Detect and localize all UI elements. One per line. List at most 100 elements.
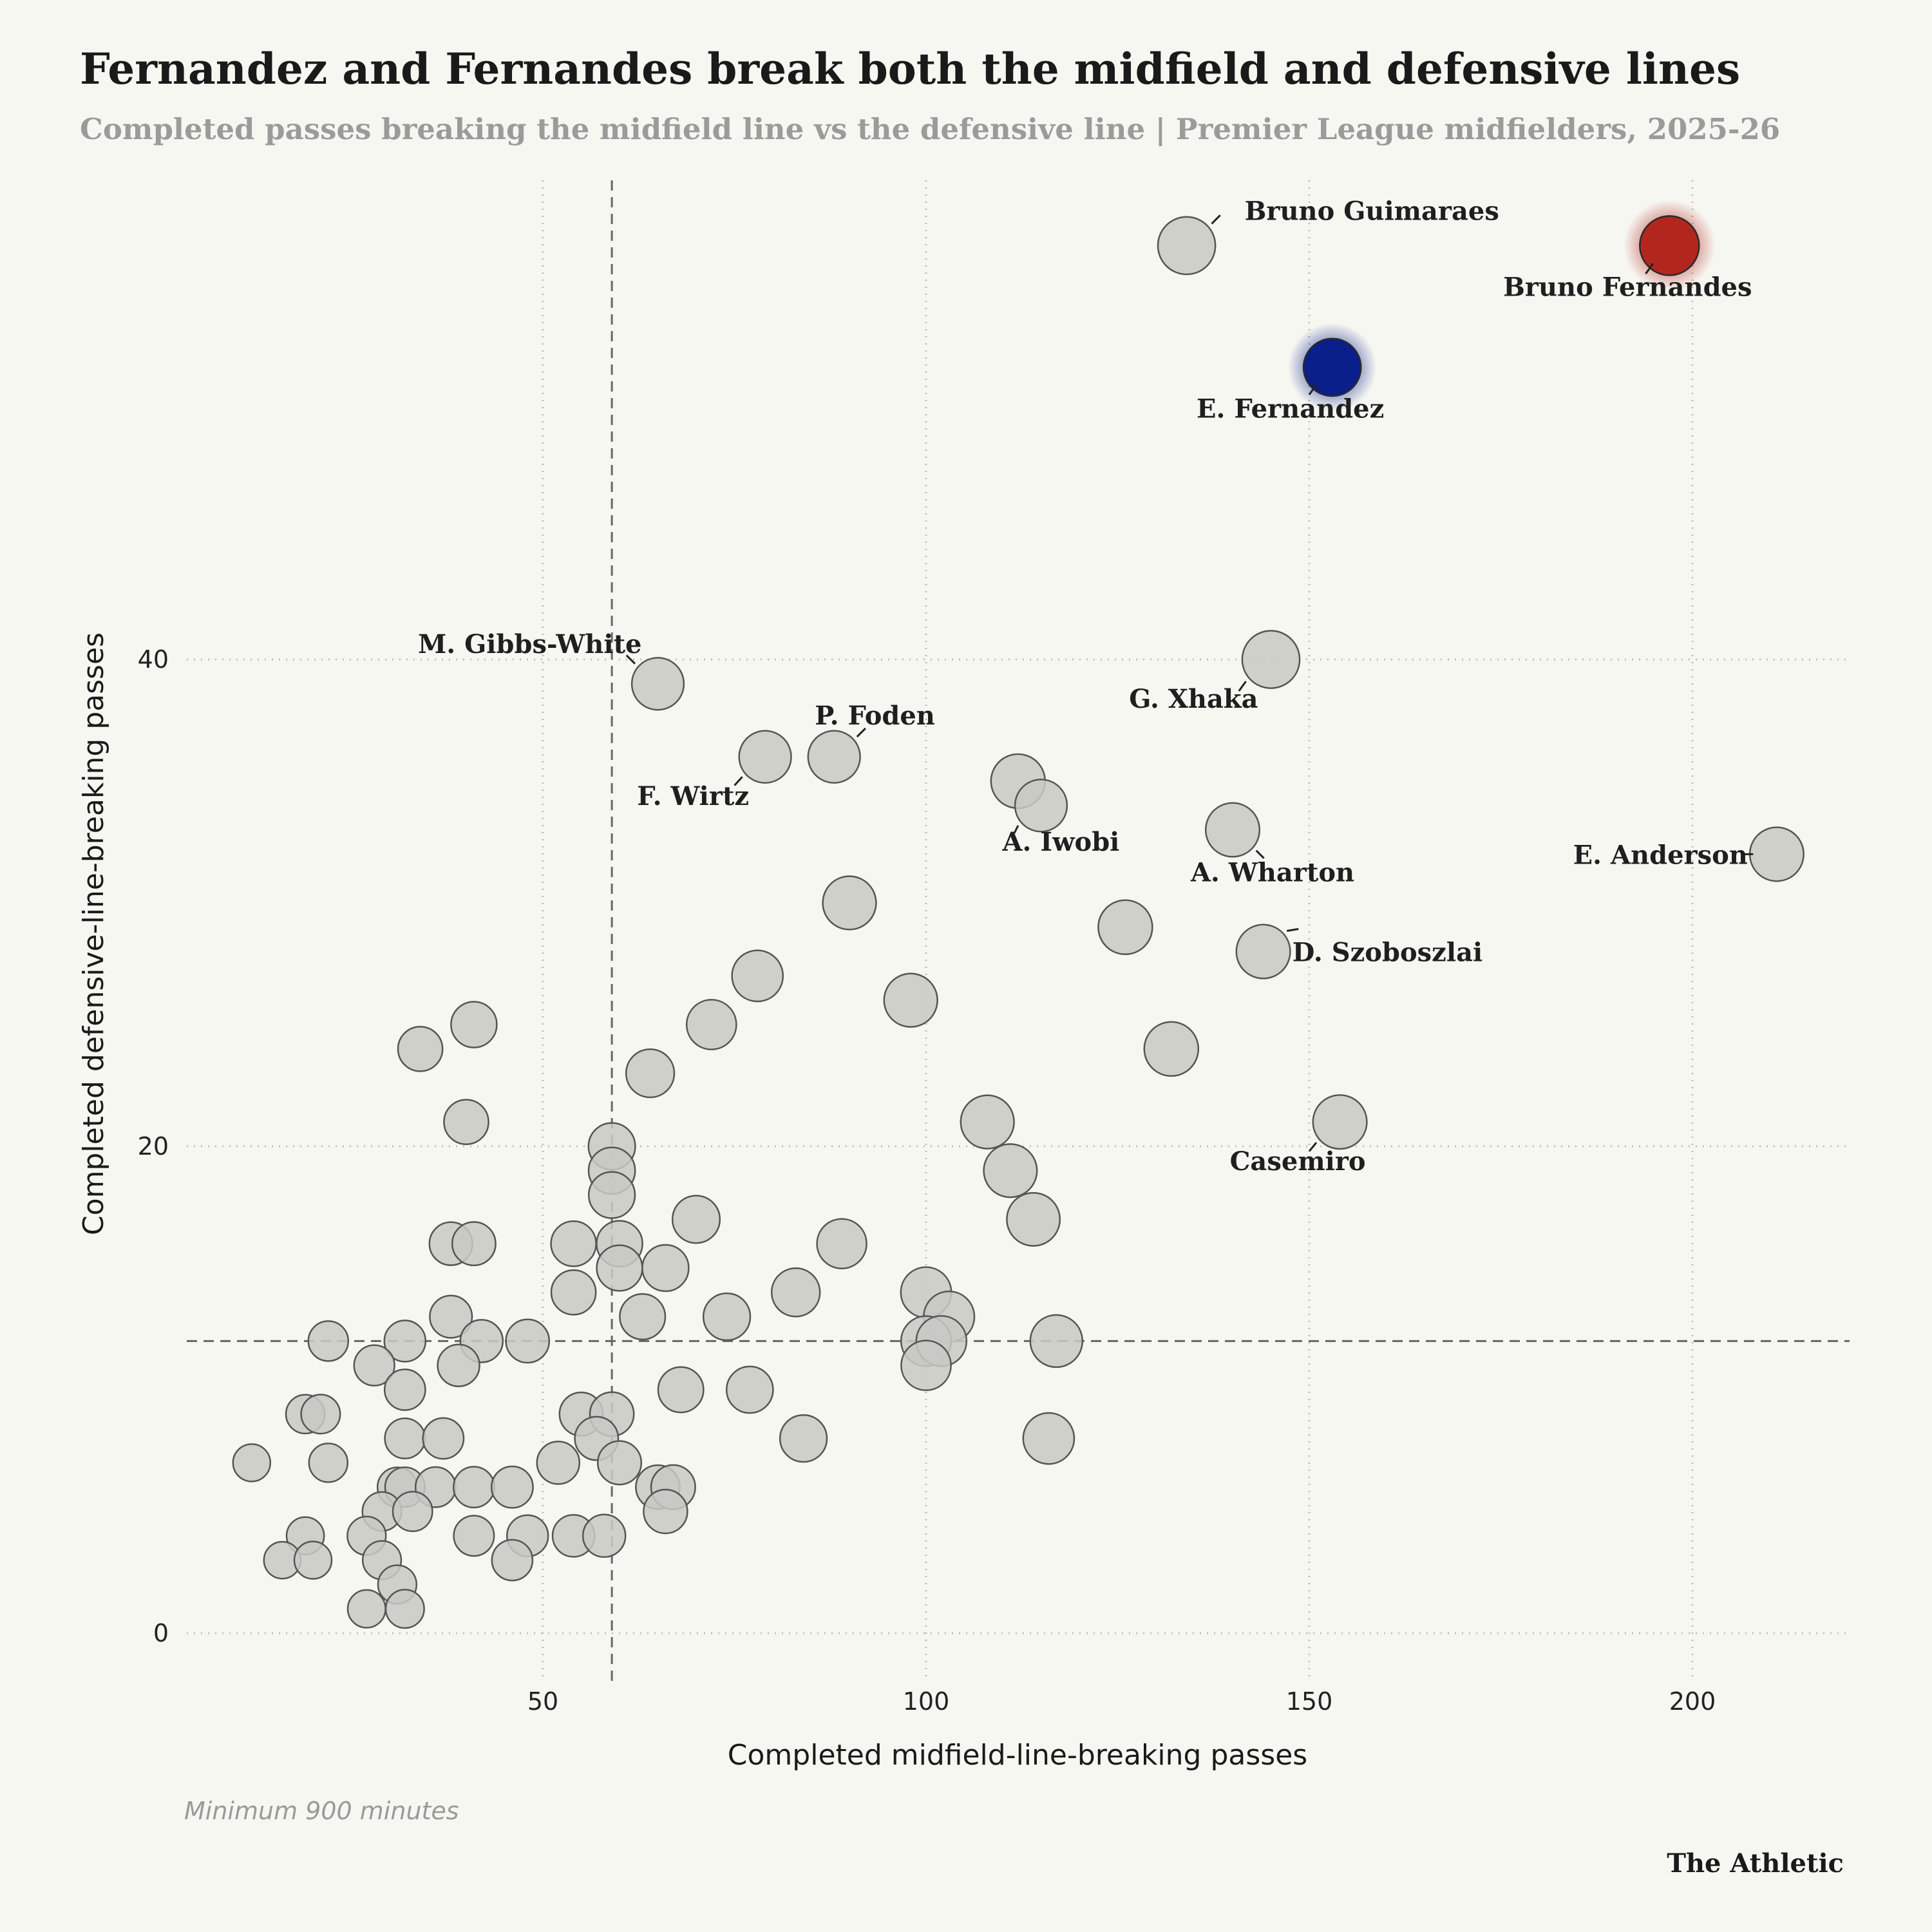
- point-label: A. Wharton: [1190, 858, 1354, 888]
- highlighted-point: [1302, 337, 1362, 397]
- scatter-point: [1143, 1021, 1200, 1077]
- point-label: Bruno Guimaraes: [1245, 196, 1499, 226]
- point-label: M. Gibbs-White: [418, 629, 641, 659]
- scatter-point: [807, 730, 861, 784]
- label-leader-line: [1211, 214, 1221, 225]
- chart-title: Fernandez and Fernandes break both the m…: [80, 44, 1741, 94]
- scatter-point: [883, 972, 938, 1028]
- highlighted-point: [1639, 215, 1700, 276]
- scatter-point: [384, 1417, 426, 1460]
- brand-logo: The Athletic: [1667, 1848, 1844, 1879]
- scatter-point: [738, 730, 792, 784]
- scatter-point: [619, 1293, 667, 1341]
- scatter-point: [293, 1540, 333, 1580]
- label-leader-line: [1645, 263, 1654, 274]
- scatter-point: [731, 949, 784, 1003]
- point-label: P. Foden: [815, 701, 935, 731]
- y-tick-label: 20: [138, 1132, 169, 1160]
- scatter-point: [429, 1294, 473, 1339]
- scatter-point: [307, 1320, 350, 1362]
- y-tick-label: 40: [138, 645, 169, 674]
- scatter-point: [453, 1515, 495, 1557]
- scatter-point: [383, 1368, 426, 1411]
- label-leader-line: [1308, 384, 1318, 395]
- scatter-point: [725, 1365, 774, 1414]
- scatter-point: [582, 1513, 627, 1558]
- scatter-point: [383, 1320, 427, 1363]
- scatter-point: [779, 1414, 828, 1463]
- scatter-point: [671, 1195, 721, 1244]
- point-label: Casemiro: [1230, 1146, 1366, 1177]
- point-label: Bruno Fernandes: [1503, 272, 1752, 302]
- scatter-point: [550, 1220, 597, 1267]
- scatter-point: [657, 1366, 705, 1414]
- scatter-point: [397, 1025, 444, 1072]
- scatter-point: [630, 657, 685, 711]
- scatter-point: [1029, 1314, 1084, 1368]
- scatter-point: [816, 1218, 867, 1269]
- label-leader-line: [734, 776, 743, 786]
- label-leader-line: [1255, 849, 1265, 859]
- point-label: F. Wirtz: [637, 781, 749, 811]
- scatter-point: [596, 1244, 643, 1292]
- scatter-point: [443, 1099, 489, 1146]
- scatter-point: [308, 1443, 349, 1483]
- scatter-point: [822, 875, 877, 931]
- scatter-point: [1748, 826, 1804, 882]
- scatter-point: [1157, 216, 1217, 276]
- scatter-point: [1241, 630, 1301, 689]
- axis-ticks: 50 100 150 200 0 20 40: [138, 645, 1716, 1716]
- x-tick-label: 50: [527, 1687, 558, 1716]
- x-tick-label: 200: [1669, 1687, 1716, 1716]
- scatter-point: [685, 999, 737, 1050]
- scatter-point: [490, 1465, 534, 1509]
- label-leader-line: [1013, 825, 1019, 834]
- scatter-point: [232, 1443, 272, 1482]
- scatter-point: [1312, 1094, 1368, 1150]
- scatter-point: [346, 1589, 386, 1629]
- scatter-point: [300, 1394, 341, 1435]
- scatter-point: [625, 1048, 676, 1099]
- point-label: G. Xhaka: [1129, 684, 1258, 714]
- x-tick-label: 100: [903, 1687, 950, 1716]
- footnote: Minimum 900 minutes: [184, 1797, 459, 1825]
- scatter-point: [384, 1589, 425, 1629]
- label-leader-line: [1286, 928, 1299, 933]
- scatter-point: [587, 1171, 636, 1219]
- scatter-point: [450, 1001, 498, 1048]
- label-leader-line: [1238, 681, 1247, 692]
- scatter-point: [452, 1466, 495, 1509]
- scatter-point: [437, 1343, 480, 1387]
- y-axis-title: Completed defensive-line-breaking passes: [77, 632, 110, 1235]
- scatter-point: [491, 1539, 534, 1582]
- scatter-point: [596, 1440, 643, 1486]
- gridlines: [187, 180, 1850, 1681]
- scatter-point: [770, 1267, 821, 1318]
- scatter-point: [1022, 1412, 1075, 1465]
- scatter-point: [1014, 779, 1068, 833]
- x-tick-label: 150: [1286, 1687, 1333, 1716]
- point-label: A. Iwobi: [1002, 827, 1120, 857]
- point-label: D. Szoboszlai: [1293, 938, 1483, 968]
- scatter-point: [451, 1221, 497, 1267]
- scatter-point: [702, 1292, 752, 1341]
- data-points: [232, 200, 1804, 1629]
- point-label: E. Fernandez: [1197, 393, 1384, 424]
- point-label: E. Anderson: [1573, 840, 1748, 870]
- scatter-point: [353, 1344, 395, 1387]
- point-labels: Bruno Guimaraes G. Xhaka M. Gibbs-White F. …: [418, 196, 1754, 1177]
- scatter-point: [1235, 923, 1291, 980]
- scatter-point: [1006, 1191, 1061, 1247]
- label-leader-line: [625, 654, 636, 665]
- scatter-point: [643, 1488, 688, 1535]
- scatter-point: [392, 1491, 433, 1532]
- scatter-point: [505, 1318, 551, 1364]
- label-leader-line: [856, 727, 866, 738]
- y-tick-label: 0: [153, 1619, 169, 1647]
- scatter-point: [422, 1417, 465, 1460]
- label-leader-line: [1308, 1142, 1318, 1152]
- x-axis-title: Completed midfield-line-breaking passes: [728, 1739, 1307, 1772]
- scatter-point: [536, 1441, 581, 1485]
- scatter-point: [550, 1269, 597, 1316]
